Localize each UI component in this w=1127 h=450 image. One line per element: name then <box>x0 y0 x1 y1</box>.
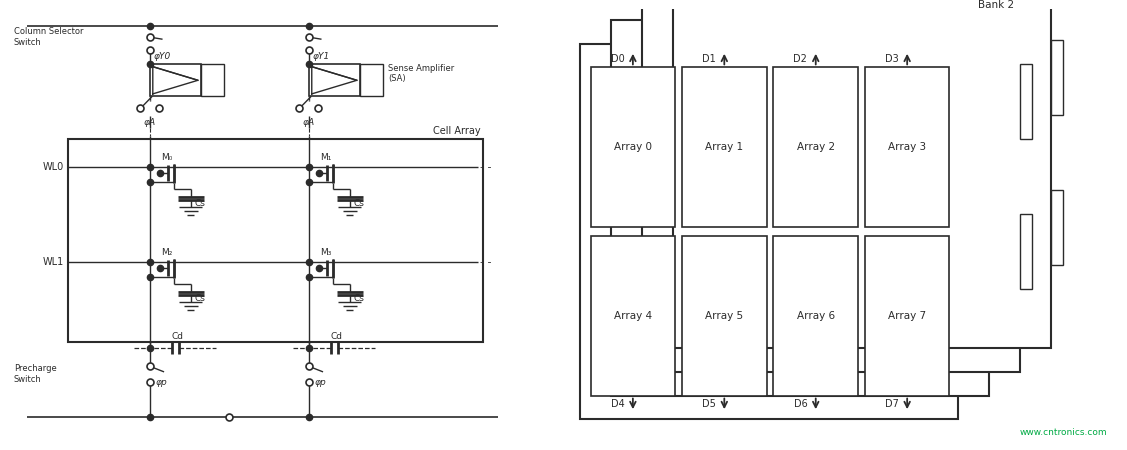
Bar <box>773 236 858 396</box>
Bar <box>773 68 858 227</box>
Text: M₀: M₀ <box>161 153 172 162</box>
Bar <box>1051 40 1064 115</box>
Bar <box>309 64 360 96</box>
Text: D7: D7 <box>885 399 898 409</box>
Text: Array 7: Array 7 <box>888 310 926 321</box>
Text: WL0: WL0 <box>43 162 63 172</box>
Bar <box>682 68 766 227</box>
Text: M₁: M₁ <box>320 153 331 162</box>
Bar <box>642 0 1020 372</box>
Text: D1: D1 <box>702 54 716 64</box>
Bar <box>1020 64 1032 139</box>
Text: Array 5: Array 5 <box>706 310 744 321</box>
Text: φY1: φY1 <box>313 52 330 61</box>
Text: D4: D4 <box>611 399 624 409</box>
Bar <box>1051 190 1064 266</box>
Bar <box>591 236 675 396</box>
Text: D3: D3 <box>885 54 898 64</box>
Text: Bank 1: Bank 1 <box>947 24 984 34</box>
Bar <box>150 64 201 96</box>
Text: Array 1: Array 1 <box>706 142 744 152</box>
Text: Array 0: Array 0 <box>614 142 651 152</box>
Text: M₂: M₂ <box>161 248 172 257</box>
Text: M₃: M₃ <box>320 248 331 257</box>
Text: D0: D0 <box>611 54 624 64</box>
Text: Cd: Cd <box>171 332 184 341</box>
Bar <box>591 68 675 227</box>
Text: www.cntronics.com: www.cntronics.com <box>1020 428 1108 436</box>
Text: Array 2: Array 2 <box>797 142 835 152</box>
Text: φA: φA <box>143 118 156 127</box>
Text: Array 3: Array 3 <box>888 142 926 152</box>
Bar <box>1020 214 1032 289</box>
Text: Bank 2: Bank 2 <box>978 0 1014 10</box>
Text: Cell Array: Cell Array <box>433 126 480 136</box>
Text: Cs: Cs <box>195 198 206 207</box>
Bar <box>612 20 990 396</box>
Text: Precharge
Switch: Precharge Switch <box>14 364 56 384</box>
Text: D5: D5 <box>702 399 716 409</box>
Text: Sense Amplifier
(SA): Sense Amplifier (SA) <box>388 64 454 84</box>
Bar <box>990 87 1002 162</box>
Bar <box>580 44 958 419</box>
Text: Cs: Cs <box>354 198 365 207</box>
Bar <box>201 64 224 96</box>
Bar <box>360 64 383 96</box>
Text: φp: φp <box>156 378 168 387</box>
Bar <box>682 236 766 396</box>
Text: Cs: Cs <box>195 294 206 303</box>
Text: φA: φA <box>303 118 314 127</box>
Text: D2: D2 <box>793 54 807 64</box>
Text: WL1: WL1 <box>43 256 63 267</box>
Bar <box>674 0 1051 348</box>
Bar <box>864 68 949 227</box>
Text: - -: - - <box>480 256 492 267</box>
Text: Column Selector
Switch: Column Selector Switch <box>14 27 83 47</box>
Bar <box>68 139 483 342</box>
Text: Cd: Cd <box>330 332 343 341</box>
Text: - -: - - <box>480 162 492 172</box>
Text: Array 6: Array 6 <box>797 310 835 321</box>
Bar <box>864 236 949 396</box>
Text: φY0: φY0 <box>153 52 171 61</box>
Text: φp: φp <box>314 378 327 387</box>
Text: Cs: Cs <box>354 294 365 303</box>
Text: Array 4: Array 4 <box>614 310 651 321</box>
Text: Bank 0: Bank 0 <box>916 48 952 58</box>
Bar <box>990 238 1002 313</box>
Text: D6: D6 <box>793 399 807 409</box>
